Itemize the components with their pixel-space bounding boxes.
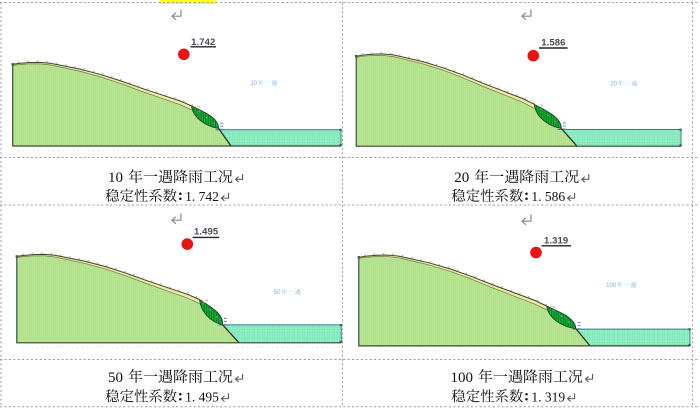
- svg-text:1.319: 1.319: [544, 236, 568, 247]
- svg-text:1. 742: 1. 742: [185, 189, 219, 204]
- svg-text:10: 10: [108, 170, 123, 186]
- svg-text:1.495: 1.495: [194, 227, 219, 238]
- svg-text:1.586: 1.586: [541, 37, 565, 48]
- svg-text:100: 100: [606, 283, 617, 289]
- svg-text:10: 10: [250, 81, 257, 87]
- svg-text:1. 495: 1. 495: [185, 389, 219, 404]
- svg-text:20: 20: [454, 170, 469, 186]
- svg-text:1. 586: 1. 586: [531, 189, 565, 204]
- svg-text:100: 100: [450, 370, 473, 386]
- svg-text:1. 319: 1. 319: [531, 389, 565, 404]
- svg-text:1.742: 1.742: [191, 37, 215, 48]
- svg-text:50: 50: [274, 290, 281, 296]
- svg-text:20: 20: [610, 82, 617, 88]
- svg-text:50: 50: [108, 370, 123, 386]
